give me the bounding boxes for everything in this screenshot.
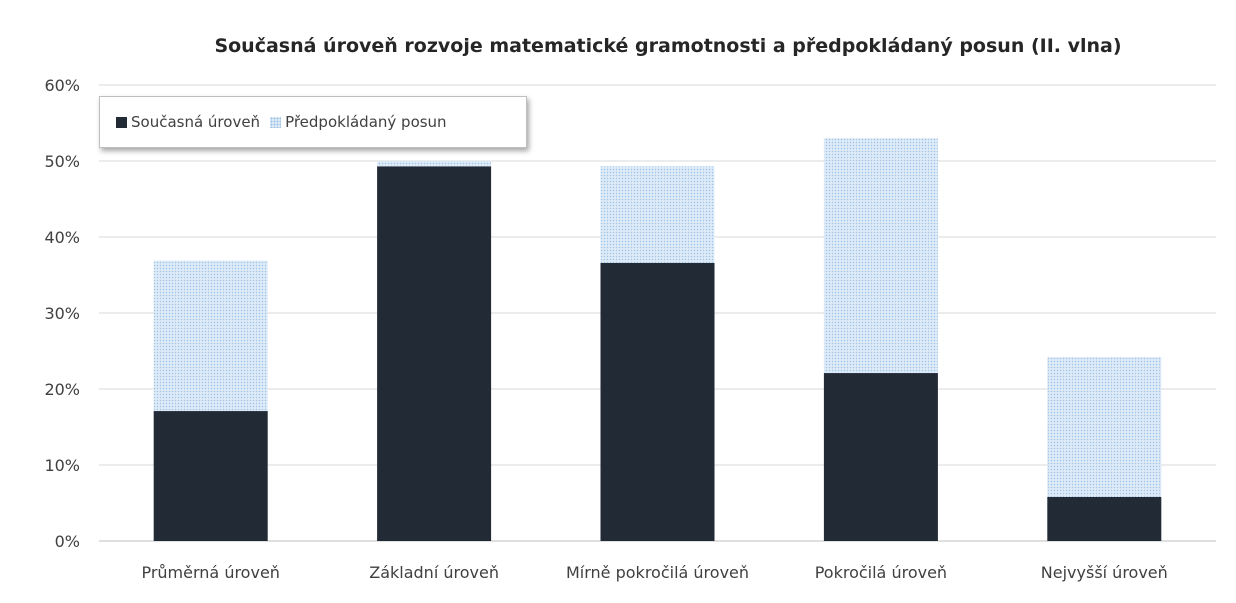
bars [153,138,1162,541]
y-tick-label: 10% [44,456,80,475]
bar-current [153,411,268,541]
legend-label-shift: Předpokládaný posun [285,113,447,131]
bar-shift [377,161,492,167]
legend-item-shift: Předpokládaný posun [270,113,447,131]
legend-item-current: Současná úroveň [116,113,260,131]
bar-shift [823,138,938,374]
bar-current [377,166,492,541]
y-tick-label: 50% [44,152,80,171]
bar-current [823,373,938,541]
y-tick-label: 40% [44,228,80,247]
bar-current [600,262,715,541]
y-tick-label: 0% [55,532,80,551]
y-axis-ticks: 0% 10% 20% 30% 40% 50% 60% [44,76,80,551]
bar-shift [600,166,715,263]
y-tick-label: 60% [44,76,80,95]
bar-current [1047,496,1162,541]
y-tick-label: 30% [44,304,80,323]
x-category-label: Pokročilá úroveň [815,563,947,582]
x-category-label: Mírně pokročilá úroveň [566,563,749,582]
x-category-label: Průměrná úroveň [141,563,279,582]
x-axis-categories: Průměrná úroveň Základní úroveň Mírně pokr… [141,563,1167,582]
legend-swatch-shift [270,116,282,128]
legend-label-current: Současná úroveň [131,113,261,131]
chart-title: Současná úroveň rozvoje matematické gram… [214,35,1121,57]
y-tick-label: 20% [44,380,80,399]
legend-swatch-current [116,116,127,128]
bar-shift [153,260,268,412]
bar-shift [1047,357,1162,497]
x-category-label: Nejvyšší úroveň [1041,563,1168,582]
x-category-label: Základní úroveň [369,563,499,582]
legend: Současná úroveň Předpokládaný posun [99,96,527,148]
